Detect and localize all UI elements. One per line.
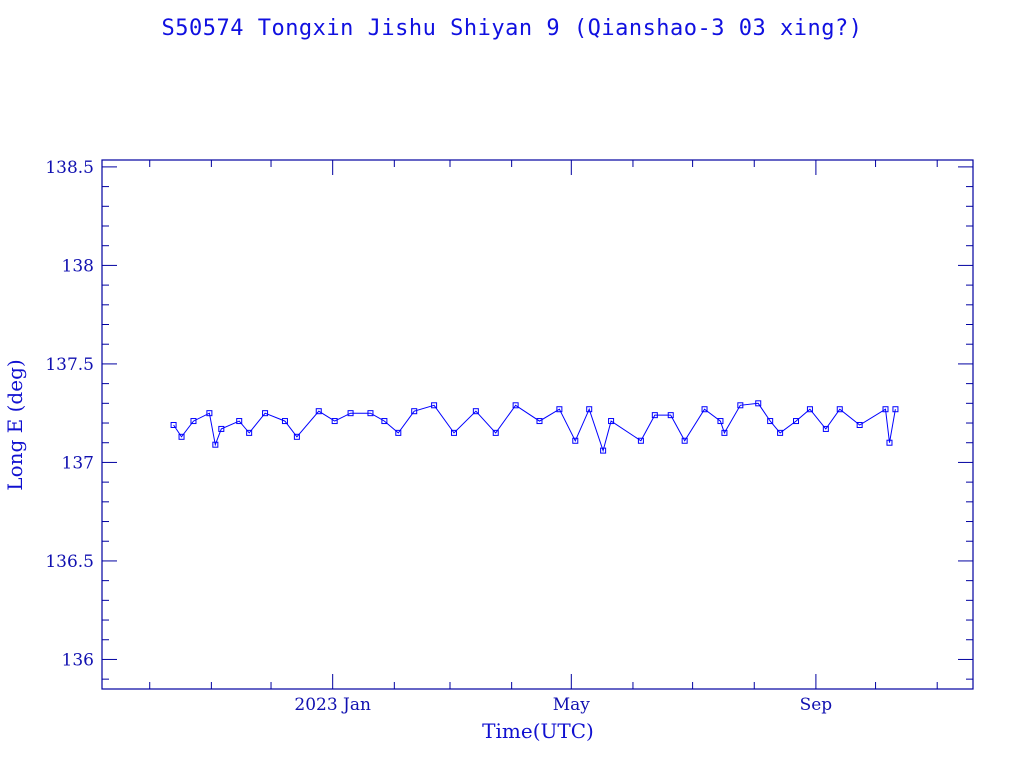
series-line xyxy=(173,402,896,453)
data-point xyxy=(411,408,418,415)
data-point xyxy=(331,418,338,425)
x-tick-label: 2023 Jan xyxy=(294,695,371,715)
data-point xyxy=(793,418,800,425)
y-tick-label: 137.5 xyxy=(45,355,94,375)
data-point xyxy=(395,429,402,436)
data-point xyxy=(262,410,269,417)
y-tick-label: 136.5 xyxy=(45,552,94,572)
data-point xyxy=(492,429,499,436)
data-point xyxy=(651,412,658,419)
data-point xyxy=(170,421,177,428)
data-point xyxy=(777,429,784,436)
data-point xyxy=(586,406,593,413)
data-point xyxy=(721,429,728,436)
data-point xyxy=(701,406,708,413)
data-point xyxy=(281,418,288,425)
data-point xyxy=(667,412,674,419)
data-point xyxy=(246,429,253,436)
data-point xyxy=(472,408,479,415)
chart-title: S50574 Tongxin Jishu Shiyan 9 (Qianshao-… xyxy=(161,16,863,41)
data-point xyxy=(236,418,243,425)
data-point xyxy=(206,410,213,417)
y-tick-label: 137 xyxy=(62,453,94,473)
data-point xyxy=(315,408,322,415)
data-point xyxy=(293,433,300,440)
data-point xyxy=(381,418,388,425)
data-point xyxy=(347,410,354,417)
data-point xyxy=(367,410,374,417)
x-axis-label: Time(UTC) xyxy=(482,719,594,743)
x-tick-label: Sep xyxy=(800,695,833,715)
data-point xyxy=(717,418,724,425)
data-point xyxy=(836,406,843,413)
data-point xyxy=(806,406,813,413)
data-point xyxy=(856,421,863,428)
data-point xyxy=(218,425,225,432)
y-tick-label: 138.5 xyxy=(45,158,94,178)
data-point xyxy=(431,402,438,409)
data-point xyxy=(536,418,543,425)
data-point xyxy=(737,402,744,409)
data-point xyxy=(681,437,688,444)
data-point xyxy=(608,418,615,425)
data-point xyxy=(882,406,889,413)
x-tick-label: May xyxy=(553,695,591,715)
data-point xyxy=(886,439,893,446)
data-point xyxy=(892,406,899,413)
data-point xyxy=(600,447,607,454)
data-point xyxy=(556,406,563,413)
y-axis-label: Long E (deg) xyxy=(3,359,27,490)
data-point xyxy=(450,429,457,436)
y-tick-label: 136 xyxy=(62,650,94,670)
y-tick-label: 138 xyxy=(62,256,94,276)
data-point xyxy=(572,437,579,444)
data-point xyxy=(767,418,774,425)
data-point xyxy=(212,441,219,448)
data-point xyxy=(755,400,762,407)
data-point xyxy=(637,437,644,444)
data-point xyxy=(822,425,829,432)
data-point xyxy=(190,418,197,425)
data-point xyxy=(178,433,185,440)
data-point xyxy=(512,402,519,409)
plot-frame xyxy=(101,159,974,690)
